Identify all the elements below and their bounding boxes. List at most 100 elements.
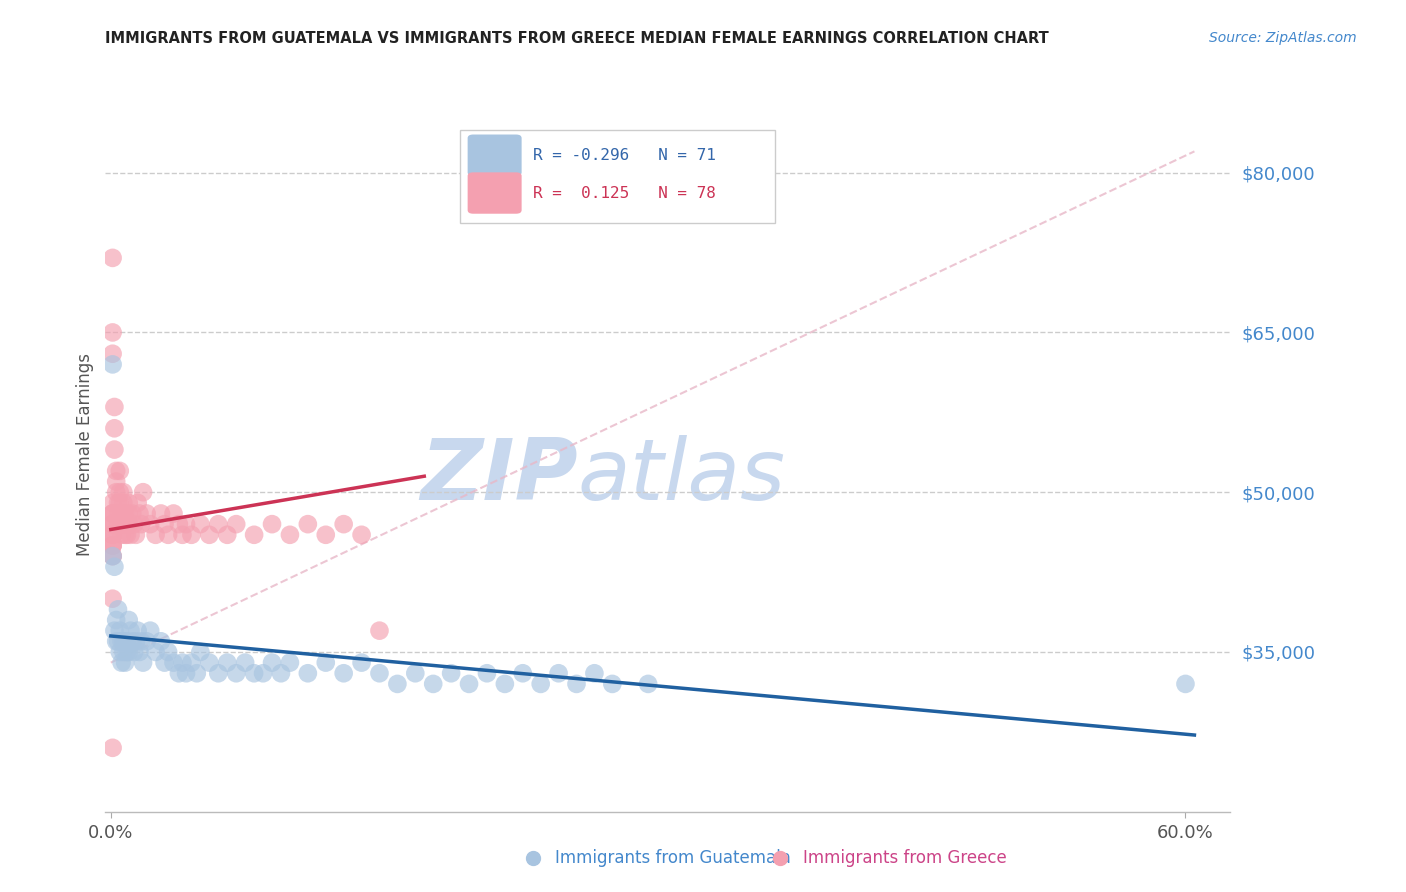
Point <box>110 656 132 670</box>
Point <box>118 613 141 627</box>
Point <box>107 496 129 510</box>
Point <box>139 624 162 638</box>
Point <box>122 645 145 659</box>
Point <box>132 485 155 500</box>
Point <box>145 645 167 659</box>
Point <box>114 656 136 670</box>
Point <box>114 507 136 521</box>
Point <box>110 517 132 532</box>
Point <box>225 666 247 681</box>
Point <box>118 507 141 521</box>
Point <box>132 656 155 670</box>
Point <box>115 645 138 659</box>
Point <box>115 528 138 542</box>
Point <box>153 656 176 670</box>
Point <box>112 496 135 510</box>
Point <box>602 677 624 691</box>
Point <box>233 656 256 670</box>
Text: Immigrants from Greece: Immigrants from Greece <box>803 849 1007 867</box>
Point <box>101 740 124 755</box>
Point <box>128 645 150 659</box>
Point <box>110 634 132 648</box>
Point <box>225 517 247 532</box>
Point <box>108 624 131 638</box>
Point <box>101 528 124 542</box>
Point <box>101 358 124 372</box>
Text: R = -0.296   N = 71: R = -0.296 N = 71 <box>533 148 716 162</box>
Point <box>172 528 194 542</box>
Point <box>101 496 124 510</box>
Point <box>162 507 184 521</box>
Point <box>103 559 125 574</box>
Point <box>105 475 128 489</box>
Point <box>180 528 202 542</box>
Point <box>157 528 180 542</box>
Point <box>458 677 481 691</box>
Point <box>153 517 176 532</box>
Point <box>118 496 141 510</box>
Y-axis label: Median Female Earnings: Median Female Earnings <box>76 353 94 557</box>
Point <box>149 507 172 521</box>
Point <box>110 528 132 542</box>
Point <box>105 634 128 648</box>
Point <box>107 507 129 521</box>
Point <box>186 666 208 681</box>
Point <box>315 656 337 670</box>
Point <box>297 666 319 681</box>
Point <box>440 666 463 681</box>
Point <box>101 591 124 606</box>
Point <box>103 400 125 414</box>
Point <box>125 634 148 648</box>
Point <box>112 634 135 648</box>
Point <box>207 666 229 681</box>
Point <box>120 528 142 542</box>
Point <box>101 517 124 532</box>
Text: Immigrants from Guatemala: Immigrants from Guatemala <box>555 849 792 867</box>
Point <box>108 464 131 478</box>
Point <box>139 517 162 532</box>
Point <box>297 517 319 532</box>
Text: Source: ZipAtlas.com: Source: ZipAtlas.com <box>1209 31 1357 45</box>
Point <box>387 677 409 691</box>
Point <box>198 528 221 542</box>
Point <box>243 528 266 542</box>
Point <box>260 517 283 532</box>
Point <box>101 549 124 563</box>
Point <box>512 666 534 681</box>
Point <box>172 656 194 670</box>
Point <box>180 656 202 670</box>
Point <box>162 656 184 670</box>
Point <box>105 485 128 500</box>
Point <box>260 656 283 670</box>
Point <box>107 517 129 532</box>
Point <box>167 666 190 681</box>
Point <box>207 517 229 532</box>
Point <box>101 538 124 552</box>
Point <box>122 517 145 532</box>
Point <box>174 666 197 681</box>
Point <box>114 634 136 648</box>
Point <box>404 666 426 681</box>
Point <box>114 528 136 542</box>
Point <box>105 464 128 478</box>
Point <box>190 645 212 659</box>
Point <box>114 517 136 532</box>
Point <box>112 485 135 500</box>
Point <box>101 538 124 552</box>
Point <box>112 645 135 659</box>
Point <box>121 507 143 521</box>
Point <box>101 326 124 340</box>
Point <box>315 528 337 542</box>
Text: atlas: atlas <box>578 434 786 518</box>
Point <box>101 517 124 532</box>
Point <box>350 656 373 670</box>
Point <box>243 666 266 681</box>
Point <box>101 538 124 552</box>
Point <box>115 634 138 648</box>
Point <box>121 634 143 648</box>
FancyBboxPatch shape <box>468 135 522 176</box>
Point <box>190 517 212 532</box>
Point <box>118 517 141 532</box>
Point <box>112 507 135 521</box>
Point <box>118 645 141 659</box>
